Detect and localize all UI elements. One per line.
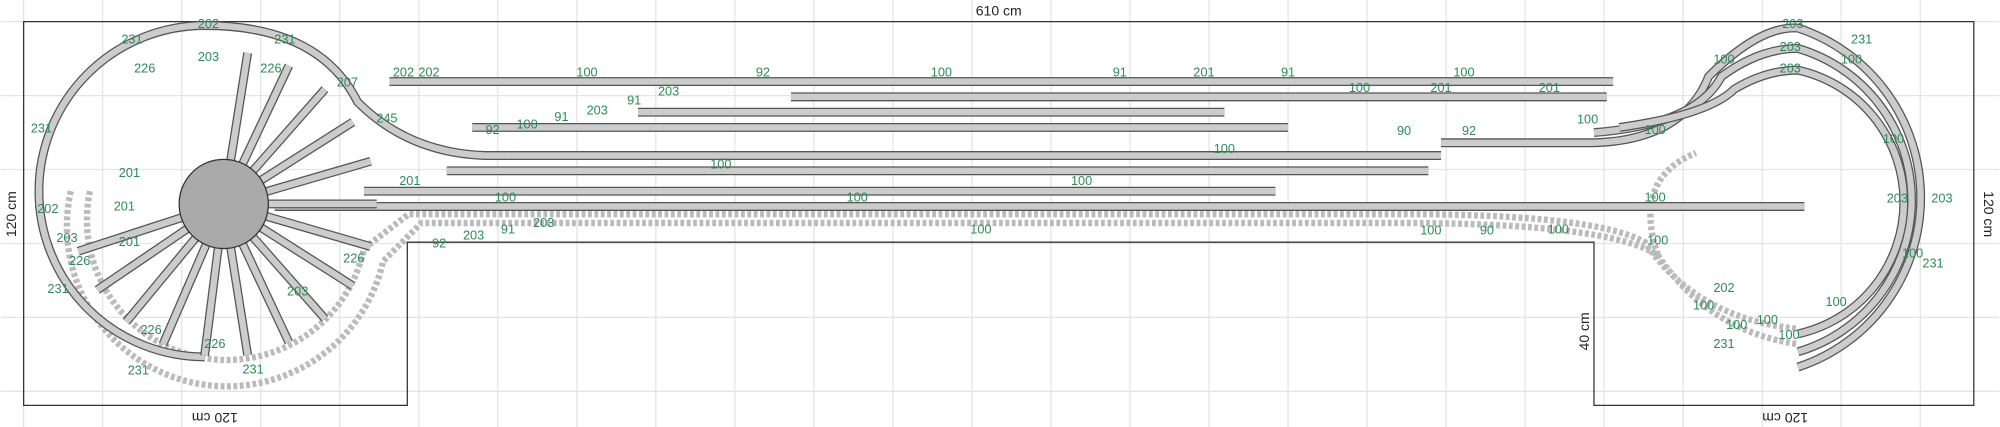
track-rail: [1619, 66, 1908, 338]
track-label: 100: [1841, 52, 1862, 67]
track-label: 203: [1782, 16, 1803, 31]
track-label: 203: [56, 230, 77, 245]
track-label: 202: [1713, 280, 1734, 295]
track-label: 91: [501, 221, 515, 236]
left-dimension: 120 cm: [3, 191, 19, 237]
board-outline: [22, 21, 1975, 406]
track-label: 100: [1883, 131, 1904, 146]
track-label: 92: [756, 64, 770, 79]
track-label: 231: [47, 281, 68, 296]
dashed-track: [83, 190, 1799, 363]
track-label: 100: [1214, 141, 1235, 156]
track-label: 202: [418, 64, 439, 79]
track-label: 100: [1757, 312, 1778, 327]
track-label: 203: [658, 84, 679, 99]
track-label: 203: [587, 103, 608, 118]
track-label: 90: [1480, 223, 1494, 238]
track-label: 231: [128, 363, 149, 378]
notch-dimension: 40 cm: [1576, 312, 1592, 350]
tracks: [34, 21, 1926, 390]
track-label: 100: [1726, 317, 1747, 332]
track-label: 92: [432, 235, 446, 250]
bottom-left-dimension: 120 cm: [192, 410, 238, 426]
track-label: 100: [1645, 122, 1666, 137]
track-rail: [35, 22, 1442, 361]
width-dimension: 610 cm: [976, 2, 1022, 18]
track-label: 203: [198, 49, 219, 64]
track-label: 203: [1931, 191, 1952, 206]
track-label: 201: [114, 198, 135, 213]
track-label: 100: [1693, 298, 1714, 313]
turntable: [178, 158, 270, 250]
track-label: 203: [287, 284, 308, 299]
track-label: 100: [1902, 245, 1923, 260]
track-label: 231: [1713, 336, 1734, 351]
track-label: 231: [31, 121, 52, 136]
track-label: 202: [37, 201, 58, 216]
track-label: 226: [204, 336, 225, 351]
track-label: 100: [970, 221, 991, 236]
track-label: 201: [399, 173, 420, 188]
track-label: 91: [1281, 64, 1295, 79]
track-label: 201: [1430, 80, 1451, 95]
track-label: 201: [119, 165, 140, 180]
track-label: 90: [1397, 123, 1411, 138]
track-label: 100: [847, 189, 868, 204]
track-label: 100: [1577, 112, 1598, 127]
track-label: 226: [343, 251, 364, 266]
track-label: 231: [274, 31, 295, 46]
track-label: 203: [1780, 61, 1801, 76]
track-label: 100: [710, 156, 731, 171]
track-label: 226: [260, 61, 281, 76]
bottom-right-dimension: 120 cm: [1762, 410, 1808, 426]
track-label: 91: [627, 93, 641, 108]
track-label: 226: [140, 322, 161, 337]
track-label: 100: [1713, 52, 1734, 67]
track-label: 100: [576, 64, 597, 79]
track-label: 100: [931, 64, 952, 79]
track-label: 100: [1548, 221, 1569, 236]
track-label: 100: [1349, 80, 1370, 95]
track-label: 100: [1826, 294, 1847, 309]
track-label: 207: [337, 75, 358, 90]
track-label: 231: [1851, 31, 1872, 46]
track-label: 91: [1113, 64, 1127, 79]
track-label: 100: [1778, 327, 1799, 342]
track-label: 91: [554, 109, 568, 124]
right-dimension: 120 cm: [1981, 191, 1997, 237]
track-label: 203: [1780, 39, 1801, 54]
track-label: 92: [486, 122, 500, 137]
track-label: 100: [495, 189, 516, 204]
track: [1593, 43, 1916, 357]
track-label: 100: [1645, 189, 1666, 204]
track-label: 203: [1887, 191, 1908, 206]
track-label: 231: [242, 361, 263, 376]
track-label: 201: [1193, 64, 1214, 79]
track-label: 203: [533, 215, 554, 230]
track-label: 92: [1462, 123, 1476, 138]
track-label: 100: [1647, 233, 1668, 248]
track-label: 245: [376, 110, 397, 125]
track-label: 100: [1453, 64, 1474, 79]
track-label: 201: [119, 234, 140, 249]
track-label: 231: [1922, 256, 1943, 271]
track-label: 226: [134, 61, 155, 76]
track-label: 203: [463, 228, 484, 243]
track-label: 231: [121, 31, 142, 46]
track-label: 100: [1071, 173, 1092, 188]
track-label: 100: [516, 117, 537, 132]
dashed-track: [1647, 149, 1698, 256]
track-rail: [1593, 45, 1915, 355]
track-label: 202: [198, 16, 219, 31]
track-label: 226: [69, 253, 90, 268]
track-label: 201: [1539, 80, 1560, 95]
track-label: 202: [393, 64, 414, 79]
track-label: 100: [1420, 223, 1441, 238]
